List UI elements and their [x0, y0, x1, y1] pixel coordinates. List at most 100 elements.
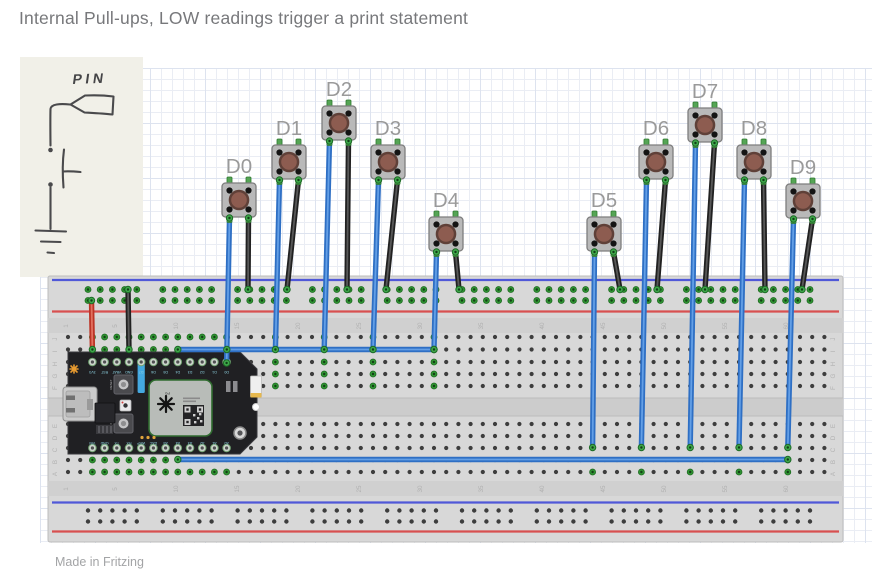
svg-text:WKP: WKP: [137, 441, 146, 445]
push-button-d9[interactable]: [785, 177, 821, 224]
wire-black-d8[interactable]: [760, 177, 768, 293]
svg-text:D7: D7: [139, 370, 144, 374]
svg-text:50: 50: [661, 485, 668, 493]
svg-text:40: 40: [539, 322, 546, 330]
qr-code: [183, 405, 204, 426]
ufl-connector: [233, 426, 247, 440]
wire-blue-d0[interactable]: [223, 215, 233, 366]
page-title: Internal Pull-ups, LOW readings trigger …: [19, 8, 469, 28]
button-label-d6: D6: [643, 117, 669, 140]
power-wire-red[interactable]: [88, 297, 96, 353]
wire-blue-d3[interactable]: [370, 177, 382, 353]
push-button-d2[interactable]: [321, 99, 357, 146]
wire-black-d0[interactable]: [245, 215, 252, 293]
wire-blue-d4[interactable]: [431, 249, 440, 353]
svg-text:A0: A0: [224, 441, 228, 445]
wire-black-d5[interactable]: [610, 249, 623, 293]
svg-text:D1: D1: [212, 370, 217, 374]
wire-black-d9[interactable]: [799, 216, 816, 293]
button-cap: [438, 226, 454, 242]
wire-blue-d8[interactable]: [736, 177, 748, 451]
svg-text:F: F: [52, 386, 59, 390]
svg-text:A: A: [830, 471, 837, 476]
push-button-d7[interactable]: [687, 101, 723, 148]
svg-text:C: C: [52, 447, 59, 452]
svg-text:VBAT: VBAT: [111, 370, 121, 374]
svg-text:J: J: [830, 337, 837, 340]
push-button-d0[interactable]: [221, 176, 257, 223]
push-button-d5[interactable]: [586, 210, 622, 257]
svg-text:A5: A5: [163, 441, 167, 445]
usb-connector: [62, 386, 98, 422]
svg-text:RST: RST: [100, 370, 108, 374]
svg-text:50: 50: [661, 322, 668, 330]
push-buttons: D0 D1 D2 D3 D4 D5 D6 D7 D8 D9: [221, 78, 821, 257]
svg-text:45: 45: [600, 485, 607, 493]
wires: [88, 138, 816, 463]
wire-blue-d2[interactable]: [321, 138, 333, 353]
svg-text:H: H: [830, 361, 837, 366]
svg-text:5: 5: [112, 487, 119, 491]
schematic-pin-label: PIN: [72, 70, 108, 87]
svg-text:G: G: [52, 373, 59, 378]
wire-black-d4[interactable]: [452, 249, 462, 293]
push-button-d8[interactable]: [736, 138, 772, 185]
svg-text:25: 25: [356, 322, 363, 330]
svg-text:D: D: [52, 435, 59, 440]
wire-blue-d5[interactable]: [589, 249, 598, 451]
svg-text:PIN: PIN: [72, 70, 108, 87]
svg-text:10: 10: [173, 322, 180, 330]
ground-wire-black[interactable]: [125, 286, 132, 353]
button-cap: [795, 193, 811, 209]
svg-text:GND: GND: [125, 370, 133, 374]
small-chip: [96, 425, 113, 434]
white-led: [252, 403, 260, 411]
wire-black-d7[interactable]: [702, 140, 718, 293]
logo-star-icon: [69, 364, 79, 374]
wire-blue-d9[interactable]: [785, 216, 797, 451]
wire-blue-d6[interactable]: [638, 177, 650, 451]
svg-text:55: 55: [722, 322, 729, 330]
push-button-d3[interactable]: [370, 138, 406, 185]
schematic-sketch-panel: [20, 57, 143, 277]
button-cap: [697, 117, 713, 133]
reset-button[interactable]: RESET: [109, 374, 134, 395]
switch-lever: [61, 148, 66, 189]
svg-text:3V3: 3V3: [89, 370, 95, 374]
button-label-d4: D4: [433, 189, 459, 212]
svg-text:D4: D4: [175, 370, 180, 374]
svg-text:VIN: VIN: [89, 441, 95, 445]
svg-text:20: 20: [295, 322, 302, 330]
svg-text:D5: D5: [163, 370, 168, 374]
button-cap: [648, 154, 664, 170]
button-cap: [231, 192, 247, 208]
wire-black-d1[interactable]: [284, 177, 302, 293]
schematic-sketch: PIN: [34, 70, 115, 255]
svg-text:45: 45: [600, 322, 607, 330]
rgb-led: [119, 399, 132, 412]
svg-text:25: 25: [356, 485, 363, 493]
svg-text:30: 30: [417, 322, 424, 330]
svg-text:A4: A4: [176, 441, 180, 445]
button-cap: [746, 154, 762, 170]
wire-black-d2[interactable]: [344, 138, 352, 293]
svg-text:A1: A1: [212, 441, 216, 445]
wire-black-d6[interactable]: [654, 177, 669, 293]
wire-blue-d7[interactable]: [687, 140, 699, 451]
svg-text:A: A: [52, 471, 59, 476]
setup-button[interactable]: SETUP: [109, 413, 134, 434]
button-label-d2: D2: [326, 78, 352, 101]
button-label-d1: D1: [276, 117, 302, 140]
button-label-d7: D7: [692, 80, 718, 103]
svg-text:D2: D2: [200, 370, 205, 374]
wire-blue-d1[interactable]: [272, 177, 283, 353]
button-label-d9: D9: [790, 156, 816, 179]
wire-black-d3[interactable]: [383, 177, 401, 293]
button-label-d5: D5: [591, 189, 617, 212]
svg-text:20: 20: [295, 485, 302, 493]
svg-text:DAC: DAC: [149, 441, 157, 445]
svg-text:35: 35: [478, 485, 485, 493]
svg-text:D: D: [830, 435, 837, 440]
photon-board[interactable]: RESET SETUP P0 3V3 VIN RST GND VBAT TX GND RX D7 WKP…: [62, 351, 262, 455]
svg-text:I: I: [52, 350, 59, 352]
